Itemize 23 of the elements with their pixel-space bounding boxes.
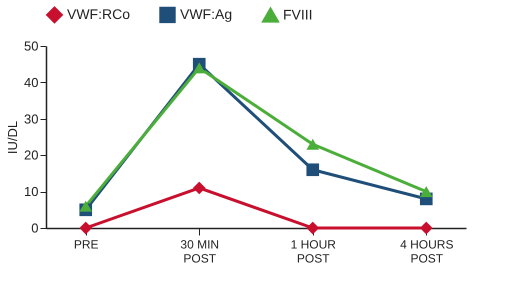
y-tick-label: 30 [24,111,38,126]
y-axis-title: IU/DL [5,120,20,154]
point [306,163,320,176]
y-tick-label: 10 [24,184,38,200]
y-tick-label: 40 [24,74,38,90]
x-tick-label: PRE [74,238,99,252]
point [306,222,320,234]
x-tick-label: 30 MIN POST [180,238,220,266]
y-tick-label: 0 [31,220,38,236]
point [79,200,92,212]
point [420,186,433,198]
y-tick-label: 20 [24,148,38,163]
point [306,138,320,150]
x-tick-label: 4 HOURS POST [400,238,454,266]
legend-label: FVIII [283,6,313,22]
legend-label: VWF:RCo [67,6,130,22]
y-tick-label: 50 [24,38,38,54]
point [420,222,433,234]
point [79,222,92,234]
legend-label: VWF:Ag [180,6,232,22]
x-tick-label: 1 HOUR POST [290,238,336,266]
point [192,62,206,74]
point [192,182,206,194]
